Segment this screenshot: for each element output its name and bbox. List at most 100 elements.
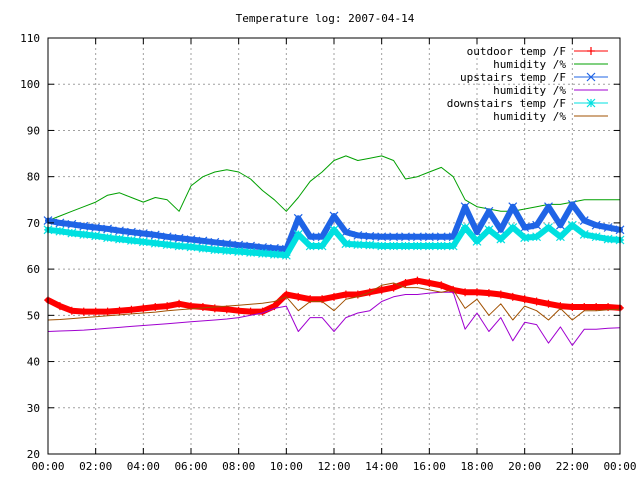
series-point <box>461 288 470 297</box>
series-point <box>353 240 363 250</box>
x-tick-label: 08:00 <box>222 460 255 473</box>
y-tick-label: 20 <box>27 448 40 461</box>
series-point <box>162 240 172 250</box>
series-point <box>448 241 458 251</box>
series-point <box>293 213 303 223</box>
y-tick-label: 90 <box>27 124 40 137</box>
series-line-2 <box>47 155 621 222</box>
series-point <box>520 223 530 232</box>
series-point <box>473 288 481 297</box>
series-line-4 <box>47 291 621 346</box>
grid <box>48 38 620 454</box>
series-point <box>234 240 244 250</box>
series-line-6 <box>47 282 621 321</box>
series-point <box>234 247 244 256</box>
series-point <box>377 241 387 251</box>
series-point <box>412 232 422 242</box>
series-point <box>568 303 577 312</box>
series-point <box>341 227 351 237</box>
x-tick-label: 02:00 <box>79 460 112 473</box>
series-point <box>413 276 422 285</box>
series-point <box>103 233 113 243</box>
series-point <box>67 228 77 238</box>
series-point <box>424 241 434 251</box>
series-point <box>150 238 160 248</box>
y-tick-label: 70 <box>27 217 40 230</box>
series-point <box>436 241 446 251</box>
series-point <box>91 307 100 316</box>
x-tick-label: 22:00 <box>556 460 589 473</box>
series-point <box>126 227 136 237</box>
x-tick-label: 12:00 <box>317 460 350 473</box>
legend-label: downstairs temp /F <box>447 97 566 110</box>
series-point <box>55 302 64 311</box>
series-point <box>365 231 375 241</box>
legend-marker <box>586 72 596 82</box>
legend-marker <box>587 47 595 55</box>
series-point <box>341 239 351 249</box>
series-point <box>55 226 65 236</box>
y-tick-label: 80 <box>27 171 40 184</box>
series-point <box>496 290 505 299</box>
x-tick-label: 14:00 <box>365 460 398 473</box>
x-tick-label: 04:00 <box>127 460 160 473</box>
series-point <box>579 216 589 226</box>
series-point <box>127 305 136 314</box>
series-point <box>115 234 124 244</box>
series-point <box>389 232 399 242</box>
series-point <box>186 235 196 244</box>
series-point <box>508 202 518 212</box>
series-point <box>592 303 601 312</box>
series-point <box>377 285 386 294</box>
series-point <box>460 202 470 212</box>
series-point <box>174 233 184 243</box>
series-point <box>436 232 446 242</box>
series-point <box>67 306 76 315</box>
series-point <box>175 299 184 308</box>
series-point <box>150 230 160 240</box>
series-point <box>67 219 77 229</box>
series-point <box>186 242 196 252</box>
series-point <box>544 223 553 232</box>
series-point <box>91 231 101 241</box>
series-point <box>79 230 89 239</box>
series-point <box>591 232 601 242</box>
series-point <box>210 245 220 255</box>
series-point <box>460 223 470 232</box>
series-point <box>222 246 232 256</box>
y-tick-label: 100 <box>20 78 40 91</box>
series-point <box>425 278 434 287</box>
series-point <box>567 220 577 230</box>
series-point <box>496 234 506 244</box>
series-point <box>79 221 89 231</box>
series-point <box>329 225 339 235</box>
series-point <box>389 241 399 251</box>
series-point <box>401 241 410 251</box>
series-point <box>138 229 148 238</box>
legend-label: outdoor temp /F <box>467 45 566 58</box>
series-point <box>520 295 529 304</box>
series-point <box>163 302 172 311</box>
series-point <box>91 223 101 232</box>
series-point <box>115 226 124 236</box>
series-point <box>532 297 541 306</box>
series-point <box>258 248 267 258</box>
series-point <box>329 211 339 221</box>
series-point <box>115 306 124 315</box>
series-point <box>401 278 410 287</box>
series-point <box>246 307 255 316</box>
series-point <box>174 241 184 251</box>
series-point <box>294 292 303 301</box>
series-point <box>293 230 303 239</box>
series-point <box>330 292 338 301</box>
x-tick-label: 10:00 <box>270 460 303 473</box>
y-tick-label: 60 <box>27 263 40 276</box>
series-point <box>55 218 65 228</box>
series-point <box>305 241 315 251</box>
series-point <box>222 305 231 314</box>
series-point <box>353 230 363 240</box>
series-point <box>484 206 494 216</box>
x-tick-label: 16:00 <box>413 460 446 473</box>
series-point <box>603 234 613 244</box>
